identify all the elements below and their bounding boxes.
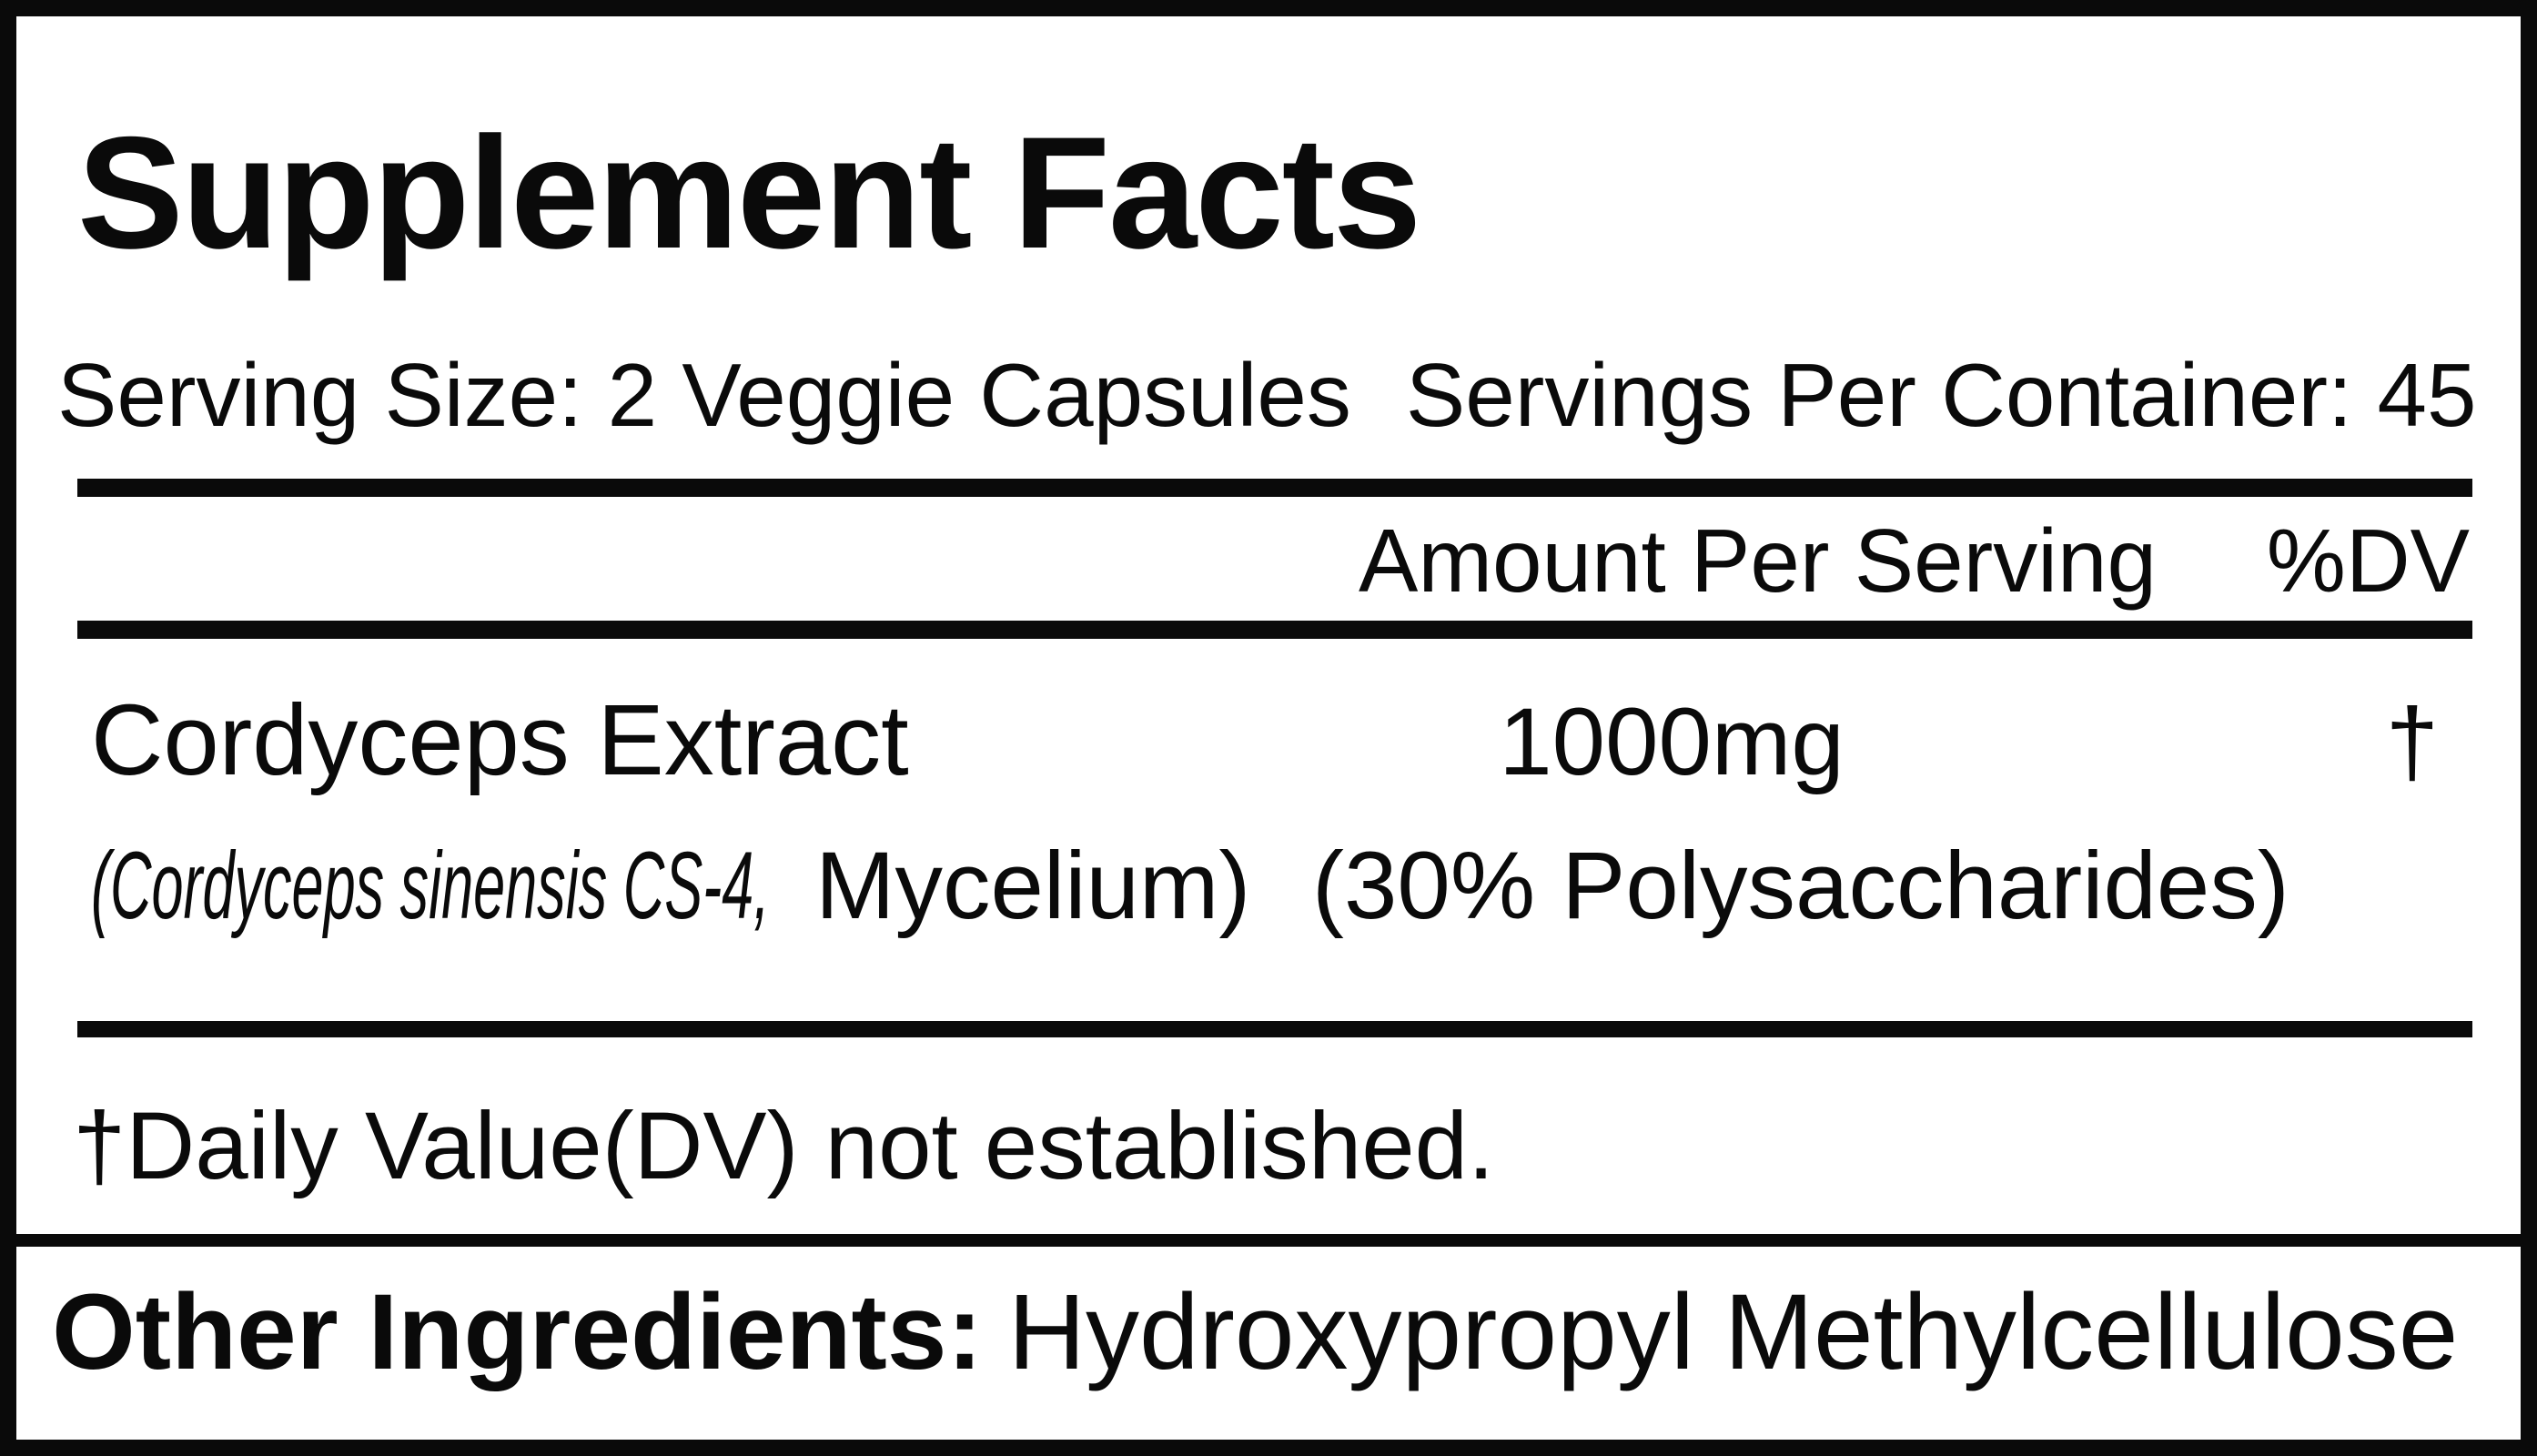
ingredient-botanical-name: (Cordyceps sinensis CS-4,: [91, 833, 770, 939]
thick-divider-top: [77, 479, 2472, 497]
ingredient-name: Cordyceps Extract: [91, 684, 909, 796]
ingredient-dv-dagger: †: [2385, 689, 2439, 795]
other-ingredients-value: Hydroxypropyl Methylcellulose: [1007, 1272, 2459, 1392]
serving-info-row: Serving Size: 2 Veggie Capsules Servings…: [57, 350, 2477, 440]
serving-size-text: Serving Size: 2 Veggie Capsules: [57, 345, 1351, 445]
thick-divider-bottom: [77, 1021, 2472, 1037]
ingredient-standardization: (30% Polysaccharides): [1312, 833, 2289, 939]
ingredient-detail-mycelium: Mycelium): [815, 833, 1251, 939]
label-title: Supplement Facts: [77, 105, 1421, 282]
other-ingredients-label: Other Ingredients:: [52, 1272, 983, 1392]
column-header-amount-per-serving: Amount Per Serving: [1359, 511, 2157, 611]
daily-value-footnote: †Daily Value(DV) not established.: [73, 1093, 1495, 1199]
column-header-percent-dv: %DV: [2266, 511, 2470, 611]
other-ingredients-section-divider: [16, 1234, 2521, 1247]
other-ingredients-row: Other Ingredients: Hydroxypropyl Methylc…: [52, 1279, 2458, 1386]
ingredient-amount: 1000mg: [1499, 689, 1845, 795]
servings-per-container-text: Servings Per Container: 45: [1405, 345, 2477, 445]
thick-divider-header: [77, 621, 2472, 639]
